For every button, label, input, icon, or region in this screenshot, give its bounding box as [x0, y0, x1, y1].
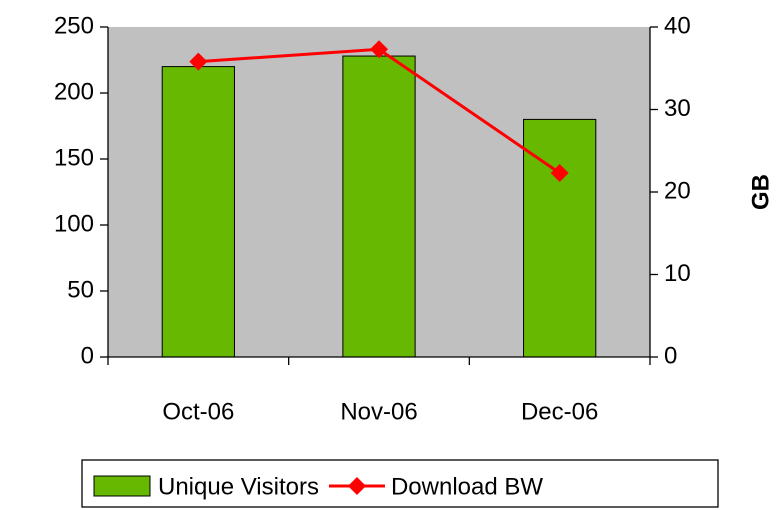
legend-swatch: [93, 475, 151, 497]
y2-tick-label: 40: [664, 12, 691, 39]
x-tick-label: Oct-06: [162, 398, 234, 425]
y2-tick-label: 0: [664, 342, 677, 369]
x-tick-label: Nov-06: [340, 398, 417, 425]
y-tick-label: 150: [54, 144, 94, 171]
y2-tick-label: 30: [664, 95, 691, 122]
x-tick-label: Dec-06: [521, 398, 598, 425]
y2-tick-label: 20: [664, 177, 691, 204]
legend-marker: [347, 477, 366, 495]
bar: [523, 118, 597, 358]
legend-label: Download BW: [391, 473, 543, 500]
bar: [161, 66, 235, 358]
line-marker: [370, 40, 388, 59]
y-tick-label: 250: [54, 12, 94, 39]
y-tick-label: 200: [54, 78, 94, 105]
y-tick-label: 0: [81, 342, 94, 369]
line-marker: [189, 52, 208, 71]
bar: [342, 55, 416, 358]
line-marker: [550, 164, 569, 183]
legend-box: [81, 459, 719, 508]
y-tick-label: 50: [67, 276, 94, 303]
y2-tick-label: 10: [664, 260, 691, 287]
legend: Unique Visitors Download BW: [81, 459, 719, 508]
y2-axis-label: GB: [747, 174, 774, 210]
legend-label: Unique Visitors: [158, 473, 319, 500]
y-tick-label: 100: [54, 210, 94, 237]
